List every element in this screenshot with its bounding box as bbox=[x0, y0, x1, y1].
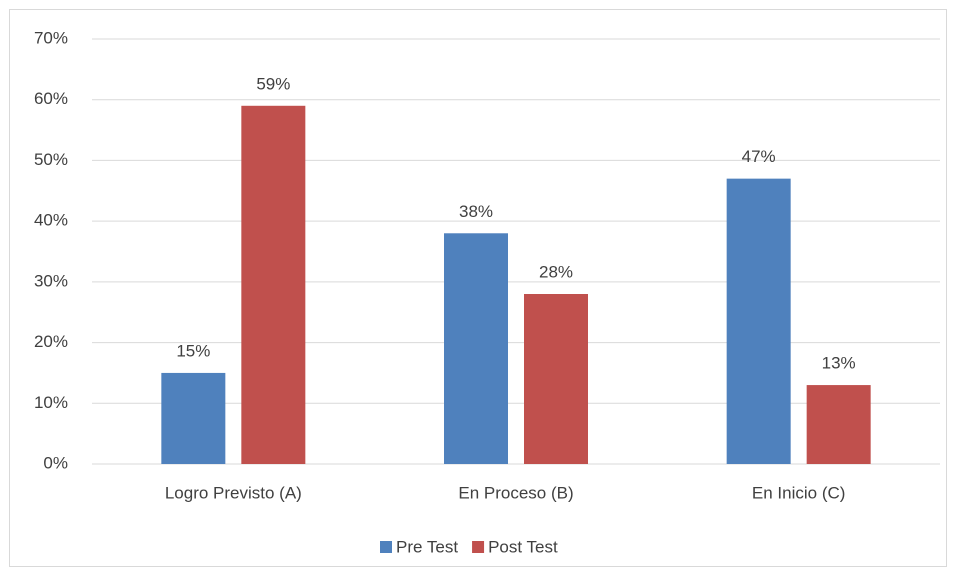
bar bbox=[161, 372, 226, 464]
y-tick-label: 0% bbox=[43, 453, 68, 472]
bar bbox=[726, 178, 791, 464]
data-label: 13% bbox=[822, 354, 856, 373]
legend-swatch bbox=[380, 541, 392, 553]
legend-label: Pre Test bbox=[396, 537, 458, 556]
bar bbox=[524, 294, 588, 464]
data-label: 28% bbox=[539, 262, 573, 281]
x-tick-label: Logro Previsto (A) bbox=[165, 483, 302, 502]
bar bbox=[241, 105, 306, 465]
y-tick-label: 20% bbox=[34, 332, 68, 351]
y-tick-label: 40% bbox=[34, 211, 68, 230]
y-tick-label: 10% bbox=[34, 393, 68, 412]
x-tick-label: En Inicio (C) bbox=[752, 483, 846, 502]
data-label: 47% bbox=[742, 147, 776, 166]
y-tick-label: 30% bbox=[34, 271, 68, 290]
bar bbox=[806, 385, 871, 464]
data-label: 15% bbox=[176, 341, 210, 360]
y-tick-label: 60% bbox=[34, 89, 68, 108]
data-label: 38% bbox=[459, 202, 493, 221]
legend-swatch bbox=[472, 541, 485, 553]
y-tick-label: 70% bbox=[34, 28, 68, 47]
y-tick-label: 50% bbox=[34, 150, 68, 169]
data-label: 59% bbox=[256, 74, 290, 93]
bar bbox=[444, 233, 508, 464]
legend-label: Post Test bbox=[488, 537, 558, 556]
x-tick-label: En Proceso (B) bbox=[458, 483, 573, 502]
